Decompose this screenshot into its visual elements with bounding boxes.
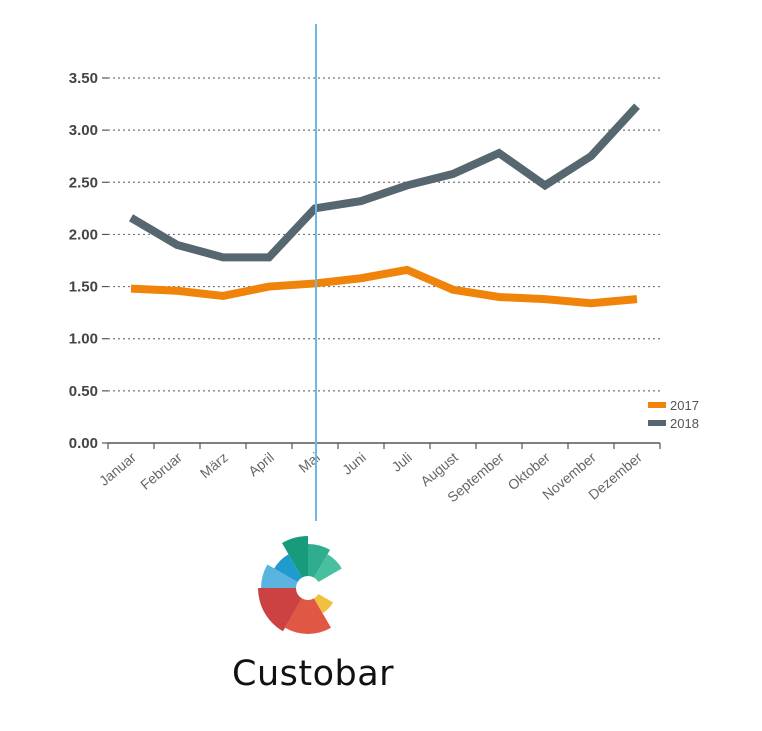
x-tick-label: Januar (96, 449, 139, 489)
custobar-logo (258, 536, 342, 634)
y-tick-label: 1.50 (69, 279, 98, 296)
y-tick-label: 2.00 (69, 226, 98, 243)
y-tick-label: 0.50 (69, 383, 98, 400)
y-tick-label: 0.00 (69, 435, 98, 452)
series-lines (128, 103, 640, 308)
y-axis-ticks: 0.00 0.50 1.00 1.50 2.00 2.50 3.00 3.50 (69, 70, 108, 452)
x-tick-label: Juni (339, 449, 369, 478)
legend-swatch (648, 402, 666, 408)
legend-swatch (648, 420, 666, 426)
x-tick-label: März (197, 449, 231, 481)
series-line-2018 (128, 103, 640, 262)
legend: 2017 2018 (648, 398, 699, 431)
y-tick-label: 2.50 (69, 174, 98, 191)
x-tick-label: April (245, 449, 277, 479)
y-tick-label: 3.50 (69, 70, 98, 87)
legend-label: 2018 (670, 416, 699, 431)
x-tick-label: Juli (389, 449, 415, 475)
grid-lines (108, 77, 660, 392)
y-tick-label: 3.00 (69, 122, 98, 139)
x-tick-label: Mai (295, 449, 323, 476)
legend-label: 2017 (670, 398, 699, 413)
line-chart: 0.00 0.50 1.00 1.50 2.00 2.50 3.00 3.50 JanuarF… (69, 24, 699, 521)
brand-name: Custobar (232, 654, 395, 694)
x-tick-label: Februar (137, 449, 185, 493)
series-line-2017 (130, 265, 638, 308)
y-tick-label: 1.00 (69, 331, 98, 348)
